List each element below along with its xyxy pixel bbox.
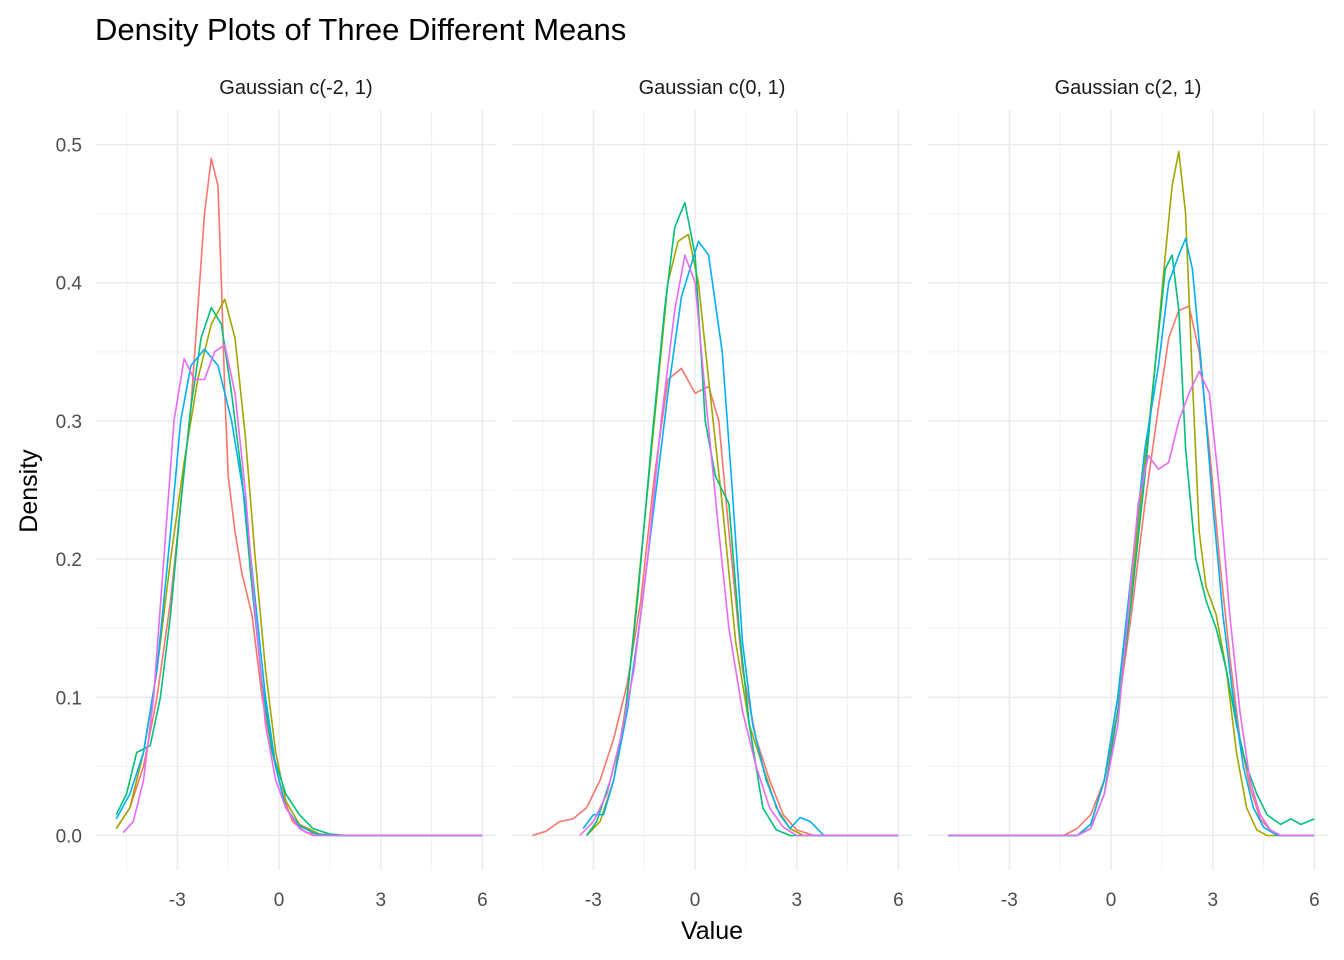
y-tick-label: 0.0 — [56, 826, 82, 847]
density-line-series-5 — [948, 370, 1315, 837]
density-line-series-2 — [586, 233, 899, 837]
y-tick-label: 0.4 — [56, 274, 83, 295]
x-tick-label: -3 — [585, 890, 602, 911]
x-tick-label: 0 — [274, 890, 285, 911]
density-line-series-3 — [115, 306, 483, 837]
y-tick-label: 0.5 — [56, 136, 82, 157]
y-tick-label: 0.1 — [56, 688, 82, 709]
y-axis-title: Density — [15, 449, 43, 533]
x-tick-label: 6 — [893, 890, 904, 911]
x-tick-label: 0 — [1106, 890, 1117, 911]
density-line-series-5 — [579, 254, 899, 837]
density-line-series-1 — [115, 157, 483, 837]
chart-title: Density Plots of Three Different Means — [95, 12, 626, 47]
x-tick-label: 6 — [1309, 890, 1320, 911]
x-tick-label: 0 — [690, 890, 701, 911]
density-line-series-2 — [948, 150, 1315, 837]
x-tick-label: -3 — [169, 890, 186, 911]
density-line-series-2 — [115, 298, 483, 837]
x-tick-label: 3 — [1207, 890, 1218, 911]
x-tick-label: 3 — [375, 890, 386, 911]
density-line-series-4 — [115, 348, 483, 837]
density-line-series-1 — [532, 367, 899, 837]
facet-panel-2: Gaussian c(0, 1) -3 0 3 6 — [512, 77, 912, 911]
density-line-series-3 — [948, 254, 1315, 837]
facet-strip-label: Gaussian c(-2, 1) — [219, 77, 372, 99]
x-tick-label: 3 — [791, 890, 802, 911]
y-tick-label: 0.2 — [56, 550, 82, 571]
facet-panel-3: Gaussian c(2, 1) -3 0 3 6 — [928, 77, 1328, 911]
density-line-series-3 — [585, 201, 899, 837]
density-line-series-4 — [582, 240, 899, 837]
facet-panel-1: Gaussian c(-2, 1) -3 0 3 6 0.0 0.1 0.2 0.3 0.4 0.5 — [56, 77, 496, 911]
density-line-series-1 — [948, 305, 1315, 837]
density-line-series-4 — [948, 237, 1315, 837]
x-tick-label: 6 — [477, 890, 488, 911]
density-line-series-5 — [122, 344, 483, 837]
facet-strip-label: Gaussian c(2, 1) — [1055, 77, 1202, 99]
x-tick-label: -3 — [1001, 890, 1018, 911]
facet-panels: Gaussian c(-2, 1) -3 0 3 6 0.0 0.1 0.2 0.3 0.4 0.5… — [56, 77, 1328, 911]
facet-strip-label: Gaussian c(0, 1) — [639, 77, 786, 99]
x-axis-title: Value — [681, 917, 743, 945]
y-tick-label: 0.3 — [56, 412, 82, 433]
